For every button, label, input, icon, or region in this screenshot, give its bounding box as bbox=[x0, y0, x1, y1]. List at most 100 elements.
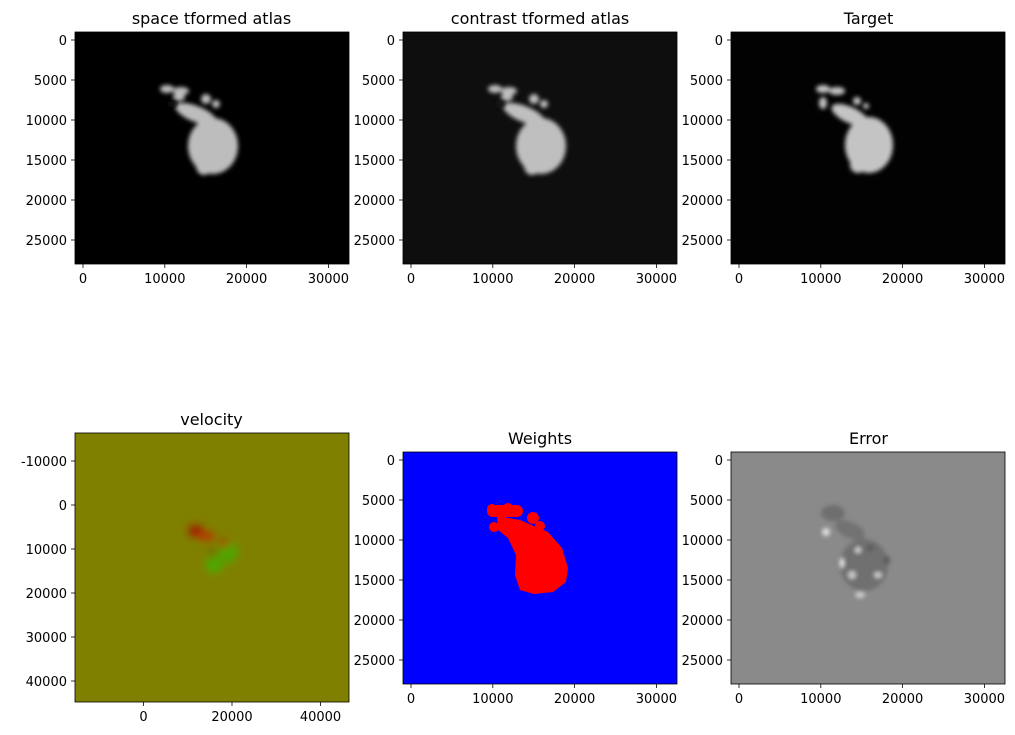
x-tick-label: 10000 bbox=[800, 272, 841, 287]
brain-slice bbox=[488, 85, 566, 175]
x-axis: 0 10000 20000 30000 bbox=[735, 264, 1005, 287]
y-tick-label: 5000 bbox=[362, 74, 395, 89]
y-tick-label: -10000 bbox=[21, 455, 67, 470]
y-tick-label: 30000 bbox=[26, 631, 67, 646]
x-tick-label: 30000 bbox=[636, 272, 677, 287]
y-tick-label: 0 bbox=[715, 454, 723, 469]
panel-space-tformed-atlas: space tformed atlas bbox=[26, 9, 350, 287]
axes-frame bbox=[74, 432, 350, 703]
x-tick-label: 0 bbox=[79, 272, 87, 287]
y-tick-label: 0 bbox=[59, 34, 67, 49]
axes-frame bbox=[402, 451, 678, 685]
panel-title: contrast tformed atlas bbox=[451, 9, 629, 28]
y-tick-label: 0 bbox=[59, 499, 67, 514]
y-axis: 0 5000 10000 15000 20000 25000 bbox=[354, 34, 403, 249]
y-tick-label: 20000 bbox=[354, 614, 395, 629]
y-tick-label: 15000 bbox=[682, 574, 723, 589]
y-tick-label: 20000 bbox=[682, 194, 723, 209]
x-tick-label: 0 bbox=[407, 692, 415, 707]
image-area bbox=[74, 432, 350, 703]
x-tick-label: 20000 bbox=[882, 272, 923, 287]
x-tick-label: 20000 bbox=[554, 692, 595, 707]
weight-mask bbox=[487, 503, 568, 594]
x-tick-label: 20000 bbox=[554, 272, 595, 287]
x-tick-label: 30000 bbox=[636, 692, 677, 707]
x-axis: 0 10000 20000 30000 bbox=[407, 264, 677, 287]
y-tick-label: 5000 bbox=[362, 494, 395, 509]
x-axis: 0 10000 20000 30000 bbox=[407, 684, 677, 707]
panel-contrast-tformed-atlas: contrast tformed atlas bbox=[354, 9, 678, 287]
y-tick-label: 25000 bbox=[354, 234, 395, 249]
y-axis: 0 5000 10000 15000 20000 25000 bbox=[26, 34, 75, 249]
image-area bbox=[74, 31, 350, 265]
image-area bbox=[402, 451, 678, 685]
y-tick-label: 10000 bbox=[682, 534, 723, 549]
x-tick-label: 10000 bbox=[472, 272, 513, 287]
x-tick-label: 0 bbox=[407, 272, 415, 287]
panel-velocity: velocity 0 20000 bbox=[21, 410, 350, 725]
y-tick-label: 15000 bbox=[682, 154, 723, 169]
y-tick-label: 5000 bbox=[690, 494, 723, 509]
brain-slice bbox=[160, 85, 238, 175]
y-axis: 0 5000 10000 15000 20000 25000 bbox=[682, 454, 731, 669]
image-area bbox=[730, 31, 1006, 265]
y-tick-label: 40000 bbox=[26, 675, 67, 690]
x-tick-label: 30000 bbox=[964, 272, 1005, 287]
y-tick-label: 20000 bbox=[26, 194, 67, 209]
x-tick-label: 30000 bbox=[964, 692, 1005, 707]
y-tick-label: 0 bbox=[715, 34, 723, 49]
y-axis: 0 5000 10000 15000 20000 25000 bbox=[354, 454, 403, 669]
x-tick-label: 10000 bbox=[800, 692, 841, 707]
y-tick-label: 25000 bbox=[354, 654, 395, 669]
y-tick-label: 10000 bbox=[354, 534, 395, 549]
y-tick-label: 15000 bbox=[354, 154, 395, 169]
x-tick-label: 0 bbox=[139, 710, 147, 725]
x-axis: 0 10000 20000 30000 bbox=[735, 684, 1005, 707]
y-tick-label: 5000 bbox=[34, 74, 67, 89]
x-tick-label: 20000 bbox=[882, 692, 923, 707]
y-axis: -10000 0 10000 20000 30000 40000 bbox=[21, 455, 75, 690]
x-tick-label: 10000 bbox=[144, 272, 185, 287]
x-tick-label: 30000 bbox=[308, 272, 349, 287]
axes-frame bbox=[402, 31, 678, 265]
panel-weights: Weights 0 10000 20000 3 bbox=[354, 429, 678, 707]
y-tick-label: 10000 bbox=[26, 543, 67, 558]
x-tick-label: 0 bbox=[735, 692, 743, 707]
axes-frame bbox=[730, 451, 1006, 685]
y-tick-label: 10000 bbox=[26, 114, 67, 129]
x-tick-label: 20000 bbox=[211, 710, 252, 725]
y-tick-label: 15000 bbox=[354, 574, 395, 589]
y-tick-label: 15000 bbox=[26, 154, 67, 169]
image-area bbox=[730, 451, 1006, 685]
y-tick-label: 20000 bbox=[682, 614, 723, 629]
x-tick-label: 20000 bbox=[226, 272, 267, 287]
error-map bbox=[821, 505, 890, 598]
y-tick-label: 0 bbox=[387, 34, 395, 49]
velocity-field bbox=[188, 525, 238, 573]
x-axis: 0 20000 40000 bbox=[139, 702, 341, 725]
panel-title: Target bbox=[843, 9, 894, 28]
y-tick-label: 10000 bbox=[682, 114, 723, 129]
y-tick-label: 20000 bbox=[354, 194, 395, 209]
panel-title: Weights bbox=[508, 429, 572, 448]
x-tick-label: 10000 bbox=[472, 692, 513, 707]
panel-target: Target bbox=[682, 9, 1006, 287]
y-tick-label: 5000 bbox=[690, 74, 723, 89]
x-axis: 0 10000 20000 30000 bbox=[79, 264, 349, 287]
y-tick-label: 20000 bbox=[26, 587, 67, 602]
y-tick-label: 25000 bbox=[682, 234, 723, 249]
x-tick-label: 0 bbox=[735, 272, 743, 287]
panel-title: velocity bbox=[180, 410, 243, 429]
panel-title: space tformed atlas bbox=[132, 9, 291, 28]
y-tick-label: 10000 bbox=[354, 114, 395, 129]
axes-frame bbox=[730, 31, 1006, 265]
y-tick-label: 25000 bbox=[26, 234, 67, 249]
y-tick-label: 25000 bbox=[682, 654, 723, 669]
panel-error: Error bbox=[682, 429, 1006, 707]
panel-title: Error bbox=[849, 429, 888, 448]
axes-frame bbox=[74, 31, 350, 265]
y-tick-label: 0 bbox=[387, 454, 395, 469]
y-axis: 0 5000 10000 15000 20000 25000 bbox=[682, 34, 731, 249]
x-tick-label: 40000 bbox=[300, 710, 341, 725]
